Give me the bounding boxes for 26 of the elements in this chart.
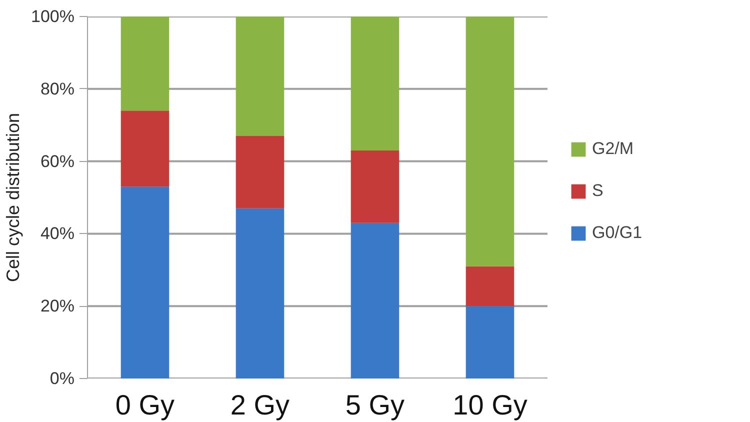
x-tick-label: 0 Gy [115,390,175,420]
y-tick-label: 40% [40,224,75,244]
bar [120,186,170,378]
bar [236,136,284,208]
bar [350,16,400,150]
x-tick-label: 10 Gy [452,390,528,420]
legend-label: S [592,181,604,201]
bar [236,208,284,378]
bar [466,16,514,266]
legend-label: G2/M [592,139,634,159]
bar [350,150,400,223]
bar [350,222,400,378]
x-tick-label: 5 Gy [345,390,405,420]
y-tick-label: 60% [40,152,75,171]
bar [236,16,284,136]
y-axis-title: Cell cycle distribution [3,112,24,282]
x-tick-label: 2 Gy [230,390,290,420]
y-tick-label: 20% [40,296,75,316]
y-tick-label: 80% [40,79,75,98]
y-tick-label: 0% [50,369,75,388]
bar [120,110,170,187]
y-tick-label: 100% [31,7,75,26]
bar [120,16,170,111]
bar [466,266,514,306]
bar [466,306,514,378]
legend-label: G0/G1 [592,223,642,243]
